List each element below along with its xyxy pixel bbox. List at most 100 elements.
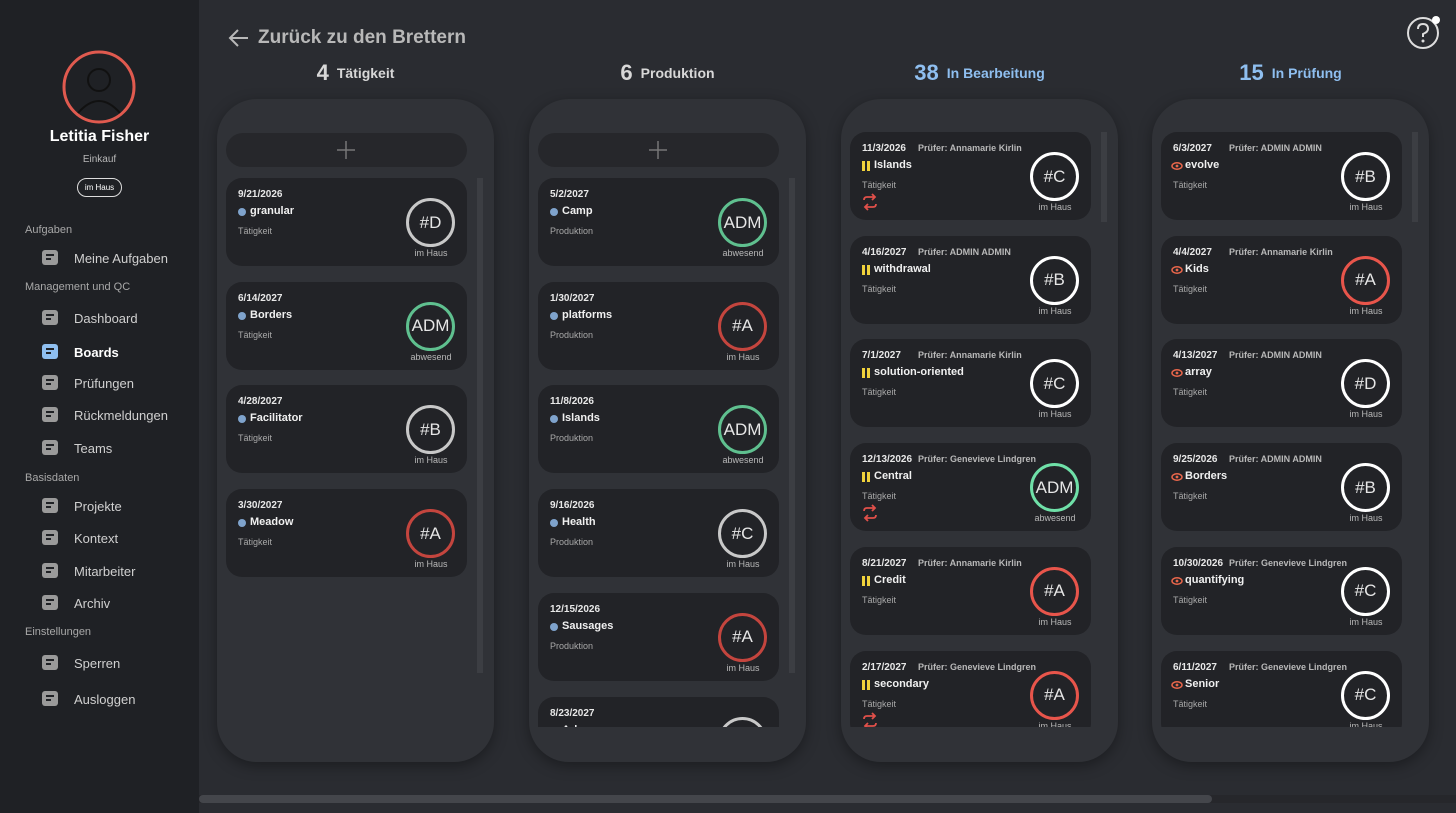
card[interactable]: 8/23/2027 Arkansas (538, 696, 779, 728)
column-title: In Bearbeitung (946, 65, 1045, 81)
nav-item[interactable]: Prüfungen (40, 372, 134, 394)
nav-item[interactable]: Mitarbeiter (40, 560, 135, 582)
nav-item[interactable]: Teams (40, 437, 112, 459)
card-type: Tätigkeit (862, 283, 897, 294)
card[interactable]: 9/25/2026 Prüfer: ADMIN ADMIN Borders Tätig… (1161, 443, 1402, 532)
card-icon (1171, 265, 1183, 274)
nav-item[interactable]: Meine Aufgaben (40, 247, 168, 269)
scrollbar[interactable] (789, 178, 795, 673)
nav-item[interactable]: Rückmeldungen (40, 404, 168, 426)
column-header: 4 Tätigkeit (217, 60, 494, 86)
card-icon (238, 415, 246, 424)
column-title: In Prüfung (1271, 65, 1342, 81)
card-name: Arkansas (562, 724, 612, 728)
nav-item[interactable]: Kontext (40, 527, 118, 549)
card-name: solution-oriented (874, 366, 964, 379)
nav-label: Dashboard (74, 310, 138, 326)
assignee-badge: ADM (718, 405, 767, 455)
column-title: Tätigkeit (336, 65, 395, 81)
card[interactable]: 2/17/2027 Prüfer: Genevieve Lindgren secon… (850, 650, 1091, 728)
card-icon (1171, 576, 1183, 585)
card[interactable]: 8/21/2027 Prüfer: Annamarie Kirlin Credit T… (850, 546, 1091, 635)
card-type: Tätigkeit (1173, 698, 1208, 709)
card[interactable]: 11/3/2026 Prüfer: Annamarie Kirlin Islands… (850, 132, 1091, 220)
column-count: 38 (914, 60, 939, 85)
card-name: Borders (250, 308, 293, 321)
card[interactable]: 12/15/2026 Sausages Produktion #A im Haus (538, 592, 779, 681)
card[interactable]: 4/4/2027 Prüfer: Annamarie Kirlin Kids Täti… (1161, 235, 1402, 324)
card-reviewer: Prüfer: Annamarie Kirlin (918, 143, 1022, 153)
nav-item[interactable]: Sperren (40, 652, 120, 674)
nav-item[interactable]: Dashboard (40, 307, 138, 329)
card-reviewer: Prüfer: Annamarie Kirlin (1229, 246, 1333, 257)
card-name: secondary (874, 677, 930, 690)
card-name: Facilitator (250, 412, 303, 425)
assignee-badge: ADM (406, 301, 455, 351)
assignee-badge: #C (1341, 670, 1390, 720)
card-icon (550, 208, 558, 216)
card[interactable]: 4/16/2027 Prüfer: ADMIN ADMIN withdrawal Tä… (850, 235, 1091, 324)
card-type: Tätigkeit (1173, 180, 1208, 190)
card-icon (862, 161, 870, 171)
card[interactable]: 5/2/2027 Camp Produktion ADM abwesend (538, 178, 779, 266)
h-scroll-thumb[interactable] (199, 795, 1212, 803)
card[interactable]: 6/14/2027 Borders Tätigkeit ADM abwesend (226, 281, 467, 370)
nav-label: Mitarbeiter (74, 563, 136, 579)
nav-item[interactable]: Ausloggen (40, 688, 135, 710)
nav-item[interactable]: Archiv (40, 592, 110, 614)
assignee-status: im Haus (1349, 616, 1383, 627)
nav-label: Ausloggen (74, 691, 136, 707)
card[interactable]: 9/16/2026 Health Produktion #C im Haus (538, 489, 779, 578)
card[interactable]: 1/30/2027 platforms Produktion #A im Haus (538, 281, 779, 370)
card-date: 5/2/2027 (550, 189, 589, 200)
card[interactable]: 6/11/2027 Prüfer: Genevieve Lindgren Senio… (1161, 650, 1402, 728)
column: 6/3/2027 Prüfer: ADMIN ADMIN evolve Tätigke… (1152, 99, 1429, 762)
card-list: 11/3/2026 Prüfer: Annamarie Kirlin Islands… (841, 132, 1118, 727)
card-type: Tätigkeit (862, 387, 897, 398)
add-card-button[interactable] (226, 133, 467, 167)
card-icon (862, 368, 870, 379)
avatar (62, 50, 136, 124)
assignee-status: im Haus (1038, 720, 1072, 728)
scrollbar[interactable] (1412, 132, 1418, 222)
nav-section: Management und QC (25, 281, 131, 293)
card[interactable]: 7/1/2027 Prüfer: Annamarie Kirlin solution… (850, 339, 1091, 428)
nav-icon (42, 375, 58, 390)
back-link[interactable]: Zurück zu den Brettern (228, 27, 466, 49)
nav-item[interactable]: Projekte (40, 495, 122, 517)
nav-label: Kontext (74, 530, 119, 546)
assignee-badge: #A (406, 509, 455, 559)
nav-icon (42, 344, 58, 359)
help-button[interactable] (1405, 14, 1445, 52)
assignee-badge (718, 716, 767, 727)
assignee-badge: #A (1030, 670, 1079, 720)
card-name: withdrawal (874, 262, 931, 275)
card[interactable]: 11/8/2026 Islands Produktion ADM abwesend (538, 385, 779, 474)
assignee-status: im Haus (1349, 305, 1383, 316)
card[interactable]: 10/30/2026 Prüfer: Genevieve Lindgren quan… (1161, 546, 1402, 635)
assignee-badge: #C (1030, 152, 1079, 201)
card[interactable]: 4/13/2027 Prüfer: ADMIN ADMIN array Tätigke… (1161, 339, 1402, 428)
assignee-status: im Haus (1349, 720, 1383, 728)
card-list: 6/3/2027 Prüfer: ADMIN ADMIN evolve Tätigke… (1152, 132, 1429, 727)
card-date: 9/21/2026 (238, 189, 283, 200)
add-card-button[interactable] (538, 133, 779, 167)
scrollbar[interactable] (1101, 132, 1107, 222)
card-type: Produktion (550, 329, 594, 340)
card[interactable]: 12/13/2026 Prüfer: Genevieve Lindgren Cent… (850, 443, 1091, 532)
nav-item[interactable]: Boards (40, 341, 119, 363)
card-name: evolve (1185, 159, 1220, 171)
nav-label: Prüfungen (74, 375, 134, 391)
card-icon (550, 415, 558, 424)
card[interactable]: 9/21/2026 granular Tätigkeit #D im Haus (226, 178, 467, 266)
scrollbar[interactable] (477, 178, 483, 673)
card-reviewer: Prüfer: ADMIN ADMIN (918, 246, 1011, 257)
card-icon (862, 575, 870, 586)
assignee-badge: ADM (718, 198, 767, 247)
nav-icon (42, 498, 58, 513)
card[interactable]: 4/28/2027 Facilitator Tätigkeit #B im Haus (226, 385, 467, 474)
card[interactable]: 6/3/2027 Prüfer: ADMIN ADMIN evolve Tätigke… (1161, 132, 1402, 220)
card[interactable]: 3/30/2027 Meadow Tätigkeit #A im Haus (226, 489, 467, 578)
nav-label: Meine Aufgaben (74, 250, 168, 266)
assignee-status: abwesend (722, 248, 764, 258)
